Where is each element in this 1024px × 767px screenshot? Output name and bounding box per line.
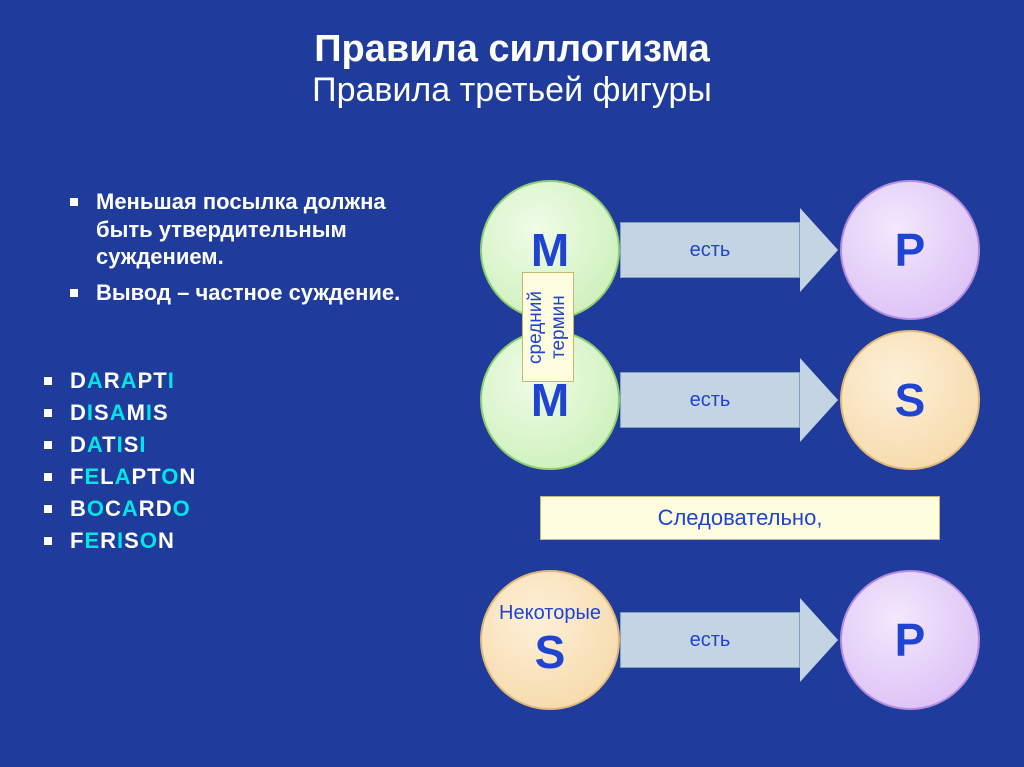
rule-item: Меньшая посылка должна быть утвердительн…	[70, 188, 440, 271]
arrow: есть	[620, 612, 838, 668]
mode-item: DARAPTI	[44, 368, 440, 394]
arrow-head-icon	[800, 208, 838, 292]
mode-word: DATISI	[70, 432, 147, 458]
term-circle-S3: НекоторыеS	[480, 570, 620, 710]
page-title: Правила силлогизма	[0, 28, 1024, 71]
page-subtitle: Правила третьей фигуры	[0, 71, 1024, 110]
mode-item: DATISI	[44, 432, 440, 458]
bullet-icon	[44, 505, 52, 513]
rules-list: Меньшая посылка должна быть утвердительн…	[70, 188, 440, 306]
left-column: Меньшая посылка должна быть утвердительн…	[70, 188, 440, 560]
arrow-head-icon	[800, 598, 838, 682]
conclusion-label: Следовательно,	[540, 496, 940, 540]
mode-word: DISAMIS	[70, 400, 169, 426]
rule-text: Меньшая посылка должна быть утвердительн…	[96, 188, 440, 271]
arrow: есть	[620, 222, 838, 278]
arrow: есть	[620, 372, 838, 428]
bullet-icon	[44, 441, 52, 449]
syllogism-diagram: естьестьестьMPMSНекоторыеSPсредний терми…	[460, 180, 1000, 730]
modes-list: DARAPTI DISAMIS DATISI FELAPTON BOCARDO FERIS…	[44, 368, 440, 554]
circle-word: Некоторые	[499, 602, 601, 625]
mode-word: BOCARDO	[70, 496, 191, 522]
circle-letter: M	[531, 223, 569, 277]
term-circle-S2: S	[840, 330, 980, 470]
bullet-icon	[70, 198, 78, 206]
arrow-label: есть	[690, 239, 731, 262]
term-circle-P3: P	[840, 570, 980, 710]
middle-term-label: средний термин	[522, 272, 574, 382]
bullet-icon	[44, 473, 52, 481]
arrow-label: есть	[690, 389, 731, 412]
mode-item: BOCARDO	[44, 496, 440, 522]
bullet-icon	[70, 289, 78, 297]
mode-item: FELAPTON	[44, 464, 440, 490]
title-block: Правила силлогизма Правила третьей фигур…	[0, 0, 1024, 110]
circle-letter: S	[535, 625, 566, 679]
arrow-head-icon	[800, 358, 838, 442]
mode-item: FERISON	[44, 528, 440, 554]
circle-letter: P	[895, 223, 926, 277]
mode-word: FELAPTON	[70, 464, 196, 490]
mode-word: FERISON	[70, 528, 175, 554]
mode-item: DISAMIS	[44, 400, 440, 426]
term-circle-P1: P	[840, 180, 980, 320]
bullet-icon	[44, 377, 52, 385]
bullet-icon	[44, 409, 52, 417]
arrow-label: есть	[690, 629, 731, 652]
circle-letter: P	[895, 613, 926, 667]
rule-item: Вывод – частное суждение.	[70, 279, 440, 307]
rule-text: Вывод – частное суждение.	[96, 279, 400, 307]
circle-letter: S	[895, 373, 926, 427]
mode-word: DARAPTI	[70, 368, 175, 394]
bullet-icon	[44, 537, 52, 545]
